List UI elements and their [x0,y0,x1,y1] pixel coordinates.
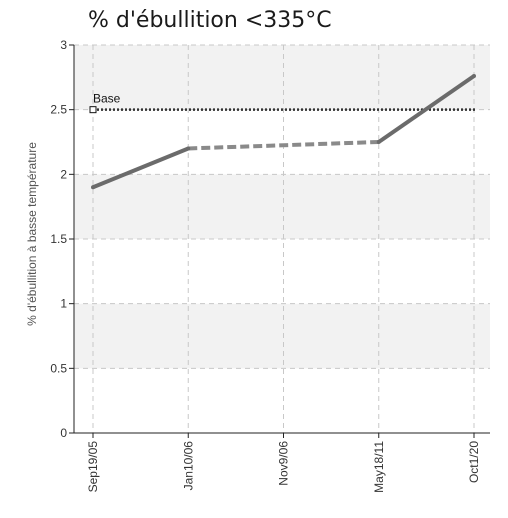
y-tick-label: 0 [60,426,67,440]
y-tick-label: 3 [60,38,67,52]
reference-line-group: Base [89,92,476,114]
y-axis-label: % d'ébullition à basse température [25,142,39,326]
series-segment [377,74,476,144]
plot-band [74,303,490,369]
data-point [91,185,95,190]
series-group [91,74,476,190]
plot-background [74,45,490,433]
x-axis-ticks: Sep19/05 Jan10/06 Nov9/06 May18/11 Oct1/20 [86,433,481,493]
y-tick-label: 1 [60,297,67,311]
x-tick-label: Jan10/06 [181,441,195,491]
plot-band [74,368,490,433]
plot-band [74,109,490,175]
x-tick-label: Sep19/05 [86,441,100,493]
series-segment [188,140,379,151]
plot-band [74,239,490,304]
data-point [376,140,381,144]
y-axis-ticks: 0 0.5 1 1.5 2 2.5 3 [50,38,74,440]
chart-title: % d'ébullition <335°C [88,8,332,33]
y-tick-label: 0.5 [50,361,67,375]
plot-band [74,45,490,110]
y-tick-label: 2.5 [50,103,67,117]
x-tick-label: May18/11 [372,441,386,493]
x-tick-label: Nov9/06 [277,441,291,486]
y-tick-label: 1.5 [50,232,67,246]
reference-line-label: Base [93,92,121,106]
x-tick-label: Oct1/20 [467,441,481,483]
plot-band [74,174,490,239]
y-tick-label: 2 [60,167,67,181]
data-point [186,146,191,151]
series-segment [92,146,190,190]
reference-marker [89,106,97,114]
data-point [472,74,476,79]
